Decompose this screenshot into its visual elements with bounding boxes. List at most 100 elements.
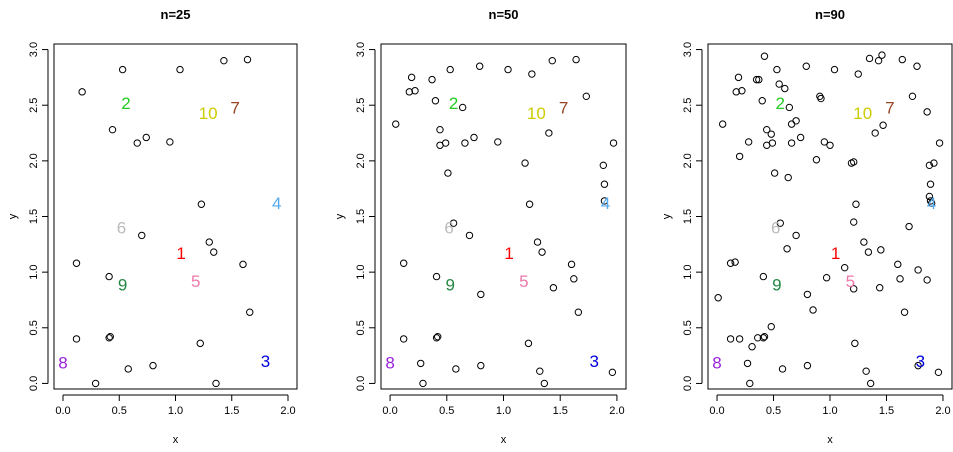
- cluster-label: 6: [117, 219, 126, 238]
- data-point: [758, 97, 766, 105]
- x-tick-label: 1.5: [879, 405, 894, 417]
- data-point: [600, 180, 609, 188]
- data-point: [738, 87, 746, 95]
- y-tick-label: 0.0: [682, 376, 694, 391]
- data-point: [862, 367, 870, 375]
- data-point: [582, 92, 591, 101]
- cluster-label: 7: [559, 98, 568, 117]
- data-point: [748, 343, 756, 351]
- data-point: [714, 294, 722, 302]
- cluster-label: 4: [927, 194, 936, 213]
- cluster-label: 3: [916, 352, 925, 371]
- x-tick-label: 2.0: [280, 405, 295, 417]
- data-point: [760, 332, 769, 341]
- data-point: [752, 75, 761, 84]
- data-point: [767, 322, 775, 331]
- data-point: [914, 266, 922, 274]
- y-tick-label: 1.5: [355, 209, 367, 224]
- data-point: [826, 141, 834, 149]
- y-tick-label: 1.5: [28, 209, 40, 224]
- data-point: [475, 62, 484, 70]
- data-point: [760, 52, 769, 60]
- data-point: [735, 152, 744, 161]
- data-point: [548, 56, 556, 65]
- data-point: [205, 238, 213, 246]
- data-point: [419, 379, 427, 388]
- data-point: [220, 56, 228, 65]
- data-point: [817, 94, 825, 103]
- y-tick-label: 2.5: [682, 98, 694, 113]
- data-point: [718, 120, 727, 128]
- data-point: [767, 130, 775, 138]
- data-point: [894, 260, 902, 269]
- y-axis-label: y: [7, 213, 19, 219]
- chart-title: n=50: [489, 7, 519, 22]
- data-point: [106, 332, 114, 341]
- data-point: [744, 138, 753, 146]
- cluster-label: 4: [272, 194, 281, 213]
- x-tick-label: 1.5: [553, 405, 568, 417]
- cluster-labels: 1 2 3 4 5 6 7 8 9 10: [385, 94, 610, 372]
- data-point: [432, 334, 441, 342]
- data-point: [124, 365, 132, 373]
- chart-title: n=90: [815, 7, 845, 22]
- data-point: [792, 231, 800, 240]
- y-tick-label: 0.0: [28, 376, 40, 391]
- data-point: [866, 379, 875, 388]
- data-point: [785, 103, 794, 112]
- data-point: [494, 138, 502, 146]
- plot-frame: [53, 43, 298, 390]
- data-point: [809, 306, 817, 314]
- cluster-label: 10: [527, 104, 546, 123]
- data-point: [436, 125, 444, 134]
- data-point: [405, 88, 414, 96]
- data-point: [908, 92, 917, 101]
- data-point: [477, 361, 485, 370]
- data-point: [871, 129, 879, 137]
- y-tick-label: 1.5: [682, 209, 694, 224]
- data-point: [840, 263, 849, 272]
- data-point: [874, 56, 883, 65]
- panel-2: n=50 0.0 0.5 1.0 1.5 2.0 x 0.0 0.5 1.0 1.5 2.0 2.5 3.…: [334, 7, 627, 446]
- data-point: [898, 55, 906, 64]
- data-point: [434, 332, 442, 341]
- data-point: [759, 334, 768, 342]
- cluster-label: 2: [449, 94, 458, 113]
- data-points: [714, 51, 944, 388]
- data-point: [78, 88, 86, 96]
- data-point: [879, 121, 887, 129]
- y-tick-label: 2.0: [355, 153, 367, 168]
- cluster-label: 7: [230, 98, 239, 117]
- cluster-label: 2: [776, 94, 785, 113]
- data-point: [416, 359, 425, 368]
- data-point: [900, 308, 909, 316]
- data-point: [768, 139, 777, 147]
- cluster-labels: 1 2 3 4 5 6 7 8 9 10: [58, 94, 281, 372]
- data-point: [477, 290, 485, 299]
- cluster-label: 1: [176, 244, 185, 263]
- data-point: [536, 367, 544, 375]
- cluster-label: 8: [58, 353, 67, 372]
- cluster-label: 10: [853, 104, 872, 123]
- data-point: [533, 238, 542, 246]
- y-tick-label: 0.0: [355, 376, 367, 391]
- cluster-label: 3: [590, 352, 599, 371]
- data-point: [105, 334, 113, 342]
- data-point: [726, 259, 735, 267]
- data-point: [864, 248, 873, 256]
- data-point: [726, 335, 735, 343]
- x-tick-label: 1.5: [224, 405, 239, 417]
- data-point: [142, 133, 150, 142]
- y-axis-label: y: [334, 213, 346, 219]
- data-point: [877, 246, 885, 254]
- data-point: [926, 180, 935, 188]
- data-point: [470, 133, 478, 142]
- data-point: [935, 139, 944, 147]
- data-point: [428, 75, 436, 84]
- data-point: [851, 339, 859, 348]
- data-point: [138, 231, 146, 240]
- data-point: [538, 248, 546, 256]
- x-tick-label: 0.0: [382, 405, 397, 417]
- data-point: [441, 139, 450, 147]
